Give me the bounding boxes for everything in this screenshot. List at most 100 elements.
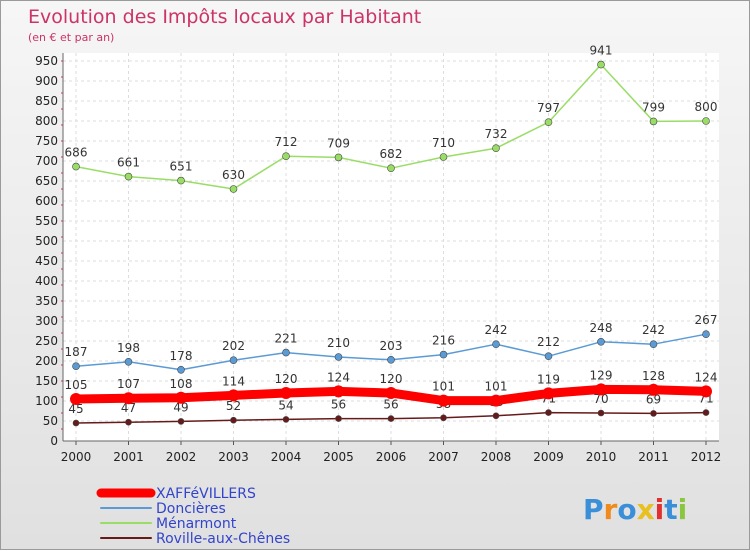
data-point-roville-aux-ch-nes: [492, 412, 500, 420]
legend-label: Doncières: [156, 501, 226, 517]
data-point-xaff-villers: [70, 393, 82, 405]
data-point-roville-aux-ch-nes: [387, 415, 395, 422]
data-point-xaff-villers: [700, 385, 712, 398]
data-point-donci-res: [177, 365, 185, 374]
data-label-m-narmont: 709: [327, 136, 350, 150]
data-point-donci-res: [334, 353, 343, 361]
data-label-roville-aux-ch-nes: 52: [226, 399, 241, 413]
data-label-donci-res: 267: [695, 313, 718, 327]
data-point-xaff-villers: [542, 387, 555, 400]
data-point-m-narmont: [72, 162, 80, 171]
y-tick-label: 900: [35, 74, 58, 88]
data-label-m-narmont: 651: [170, 160, 193, 174]
axes: 0 50 100 150 200 250 300 350 400 450 500 550 600 650 7…: [35, 53, 721, 464]
data-point-m-narmont: [544, 118, 553, 126]
data-point-roville-aux-ch-nes: [177, 418, 185, 425]
data-series: 686 661 651 630 712 709 682 710 732 797 941 799 800 1…: [65, 44, 718, 427]
data-point-xaff-villers: [490, 394, 502, 407]
y-tick-label: 450: [35, 254, 58, 268]
data-label-xaff-villers: 128: [642, 369, 665, 383]
data-label-roville-aux-ch-nes: 45: [68, 402, 83, 416]
data-label-roville-aux-ch-nes: 69: [646, 392, 661, 406]
chart-subtitle: (en € et par an): [28, 31, 114, 44]
data-label-m-narmont: 712: [275, 135, 298, 149]
data-label-m-narmont: 661: [117, 156, 140, 170]
data-point-m-narmont: [492, 144, 500, 152]
data-label-donci-res: 242: [485, 323, 508, 337]
data-label-m-narmont: 686: [65, 146, 88, 160]
data-label-m-narmont: 682: [380, 147, 403, 161]
data-point-xaff-villers: [595, 383, 607, 396]
data-point-m-narmont: [334, 153, 343, 162]
x-tick-label: 2004: [271, 450, 302, 464]
data-label-donci-res: 216: [432, 334, 455, 348]
logo-letter: o: [617, 493, 636, 526]
x-tick-label: 2007: [428, 450, 459, 464]
proxiti-logo: Proxiti: [583, 493, 687, 526]
data-label-m-narmont: 710: [432, 136, 455, 150]
data-point-roville-aux-ch-nes: [440, 414, 447, 422]
y-tick-label: 250: [35, 334, 58, 348]
data-label-xaff-villers: 101: [485, 380, 508, 394]
data-label-m-narmont: 630: [222, 168, 245, 182]
data-label-xaff-villers: 107: [117, 377, 140, 391]
data-point-roville-aux-ch-nes: [545, 409, 552, 416]
data-label-xaff-villers: 108: [170, 377, 193, 391]
y-tick-label: 200: [35, 354, 58, 368]
data-label-donci-res: 242: [642, 323, 665, 337]
data-label-donci-res: 212: [537, 335, 560, 349]
data-label-xaff-villers: 129: [590, 368, 613, 382]
data-point-roville-aux-ch-nes: [650, 410, 657, 417]
y-tick-label: 750: [35, 134, 58, 148]
data-label-donci-res: 187: [65, 345, 88, 359]
data-point-donci-res: [124, 357, 133, 366]
y-tick-label: 100: [35, 394, 58, 408]
x-tick-label: 2011: [638, 450, 669, 464]
data-point-xaff-villers: [437, 394, 450, 407]
data-label-xaff-villers: 120: [275, 372, 298, 386]
data-point-m-narmont: [177, 176, 185, 185]
x-tick-label: 2003: [218, 450, 249, 464]
x-tick-label: 2006: [376, 450, 407, 464]
data-point-m-narmont: [439, 153, 448, 161]
data-point-xaff-villers: [385, 387, 397, 399]
y-tick-label: 950: [35, 54, 58, 68]
logo-letter: t: [664, 493, 677, 526]
data-point-xaff-villers: [175, 391, 187, 404]
data-label-xaff-villers: 101: [432, 380, 455, 394]
y-tick-label: 300: [35, 314, 58, 328]
x-tick-label: 2008: [481, 450, 512, 464]
data-point-donci-res: [544, 352, 553, 361]
y-tick-label: 550: [35, 214, 58, 228]
data-point-roville-aux-ch-nes: [335, 415, 342, 422]
y-tick-label: 850: [35, 94, 58, 108]
x-tick-label: 2012: [691, 450, 722, 464]
data-point-roville-aux-ch-nes: [230, 416, 237, 424]
data-point-xaff-villers: [227, 389, 240, 402]
data-point-m-narmont: [649, 117, 658, 126]
data-label-donci-res: 202: [222, 339, 245, 353]
x-tick-label: 2001: [113, 450, 144, 464]
data-label-xaff-villers: 119: [537, 372, 560, 386]
data-label-donci-res: 221: [275, 332, 298, 346]
chart-title: Evolution des Impôts locaux par Habitant: [28, 6, 421, 28]
data-label-xaff-villers: 124: [327, 370, 350, 384]
logo-text: Proxiti: [583, 493, 687, 526]
data-point-xaff-villers: [122, 392, 135, 405]
logo-letter: i: [678, 493, 688, 526]
data-point-xaff-villers: [280, 387, 292, 399]
x-tick-label: 2010: [586, 450, 617, 464]
data-label-donci-res: 198: [117, 341, 140, 355]
grid-lines: [63, 53, 719, 442]
data-point-m-narmont: [702, 117, 710, 125]
data-point-roville-aux-ch-nes: [597, 409, 605, 417]
x-tick-label: 2000: [61, 450, 92, 464]
data-point-m-narmont: [124, 172, 133, 181]
data-point-donci-res: [702, 330, 710, 339]
data-point-m-narmont: [282, 152, 290, 160]
data-label-xaff-villers: 120: [380, 372, 403, 386]
data-label-roville-aux-ch-nes: 49: [173, 400, 188, 414]
data-label-xaff-villers: 105: [65, 378, 88, 392]
data-label-m-narmont: 799: [642, 100, 665, 114]
